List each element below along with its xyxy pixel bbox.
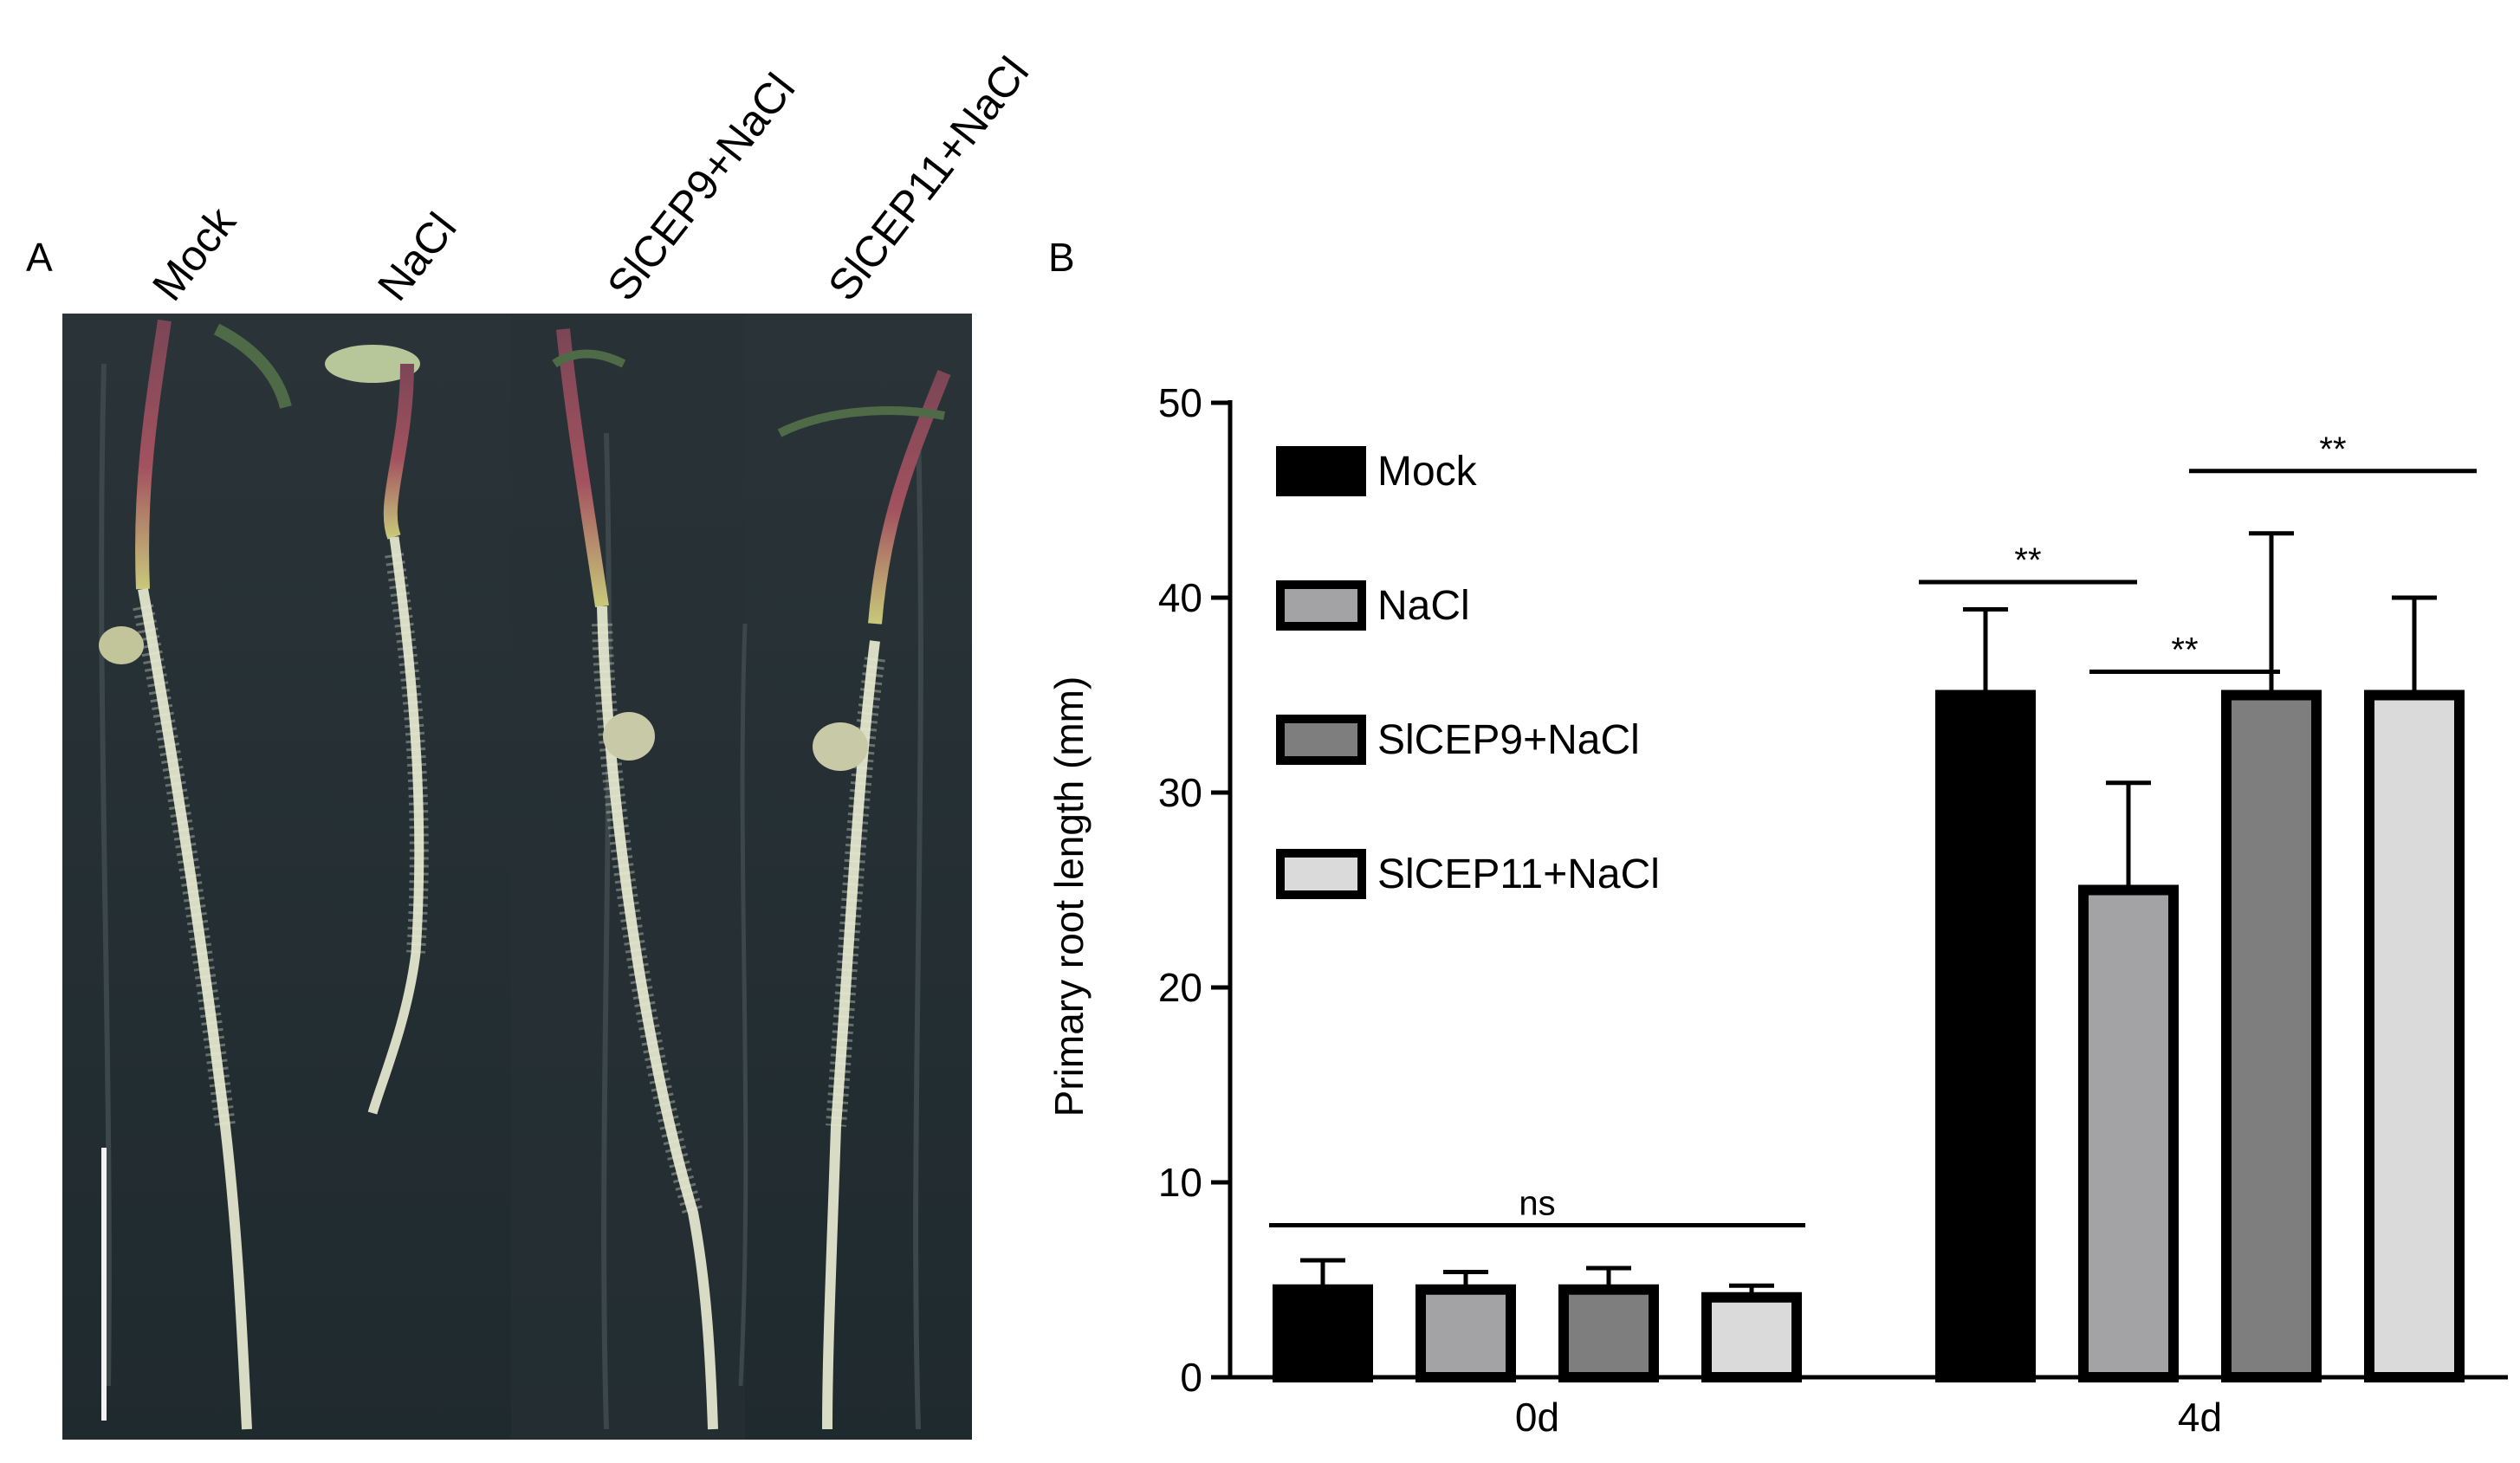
y-tick-label: 40 bbox=[1158, 575, 1202, 620]
bar bbox=[1935, 689, 2036, 1382]
y-tick-label: 50 bbox=[1158, 380, 1202, 425]
legend-label: NaCl bbox=[1377, 583, 1470, 629]
bar bbox=[2221, 689, 2322, 1382]
significance-annotations: ns ** ** ** bbox=[1269, 430, 2477, 1227]
legend-label: SlCEP9+NaCl bbox=[1377, 717, 1640, 763]
x-tick-label: 0d bbox=[1515, 1395, 1559, 1440]
bar bbox=[2364, 689, 2465, 1382]
significance-label: ns bbox=[1519, 1185, 1555, 1223]
seedling-photo bbox=[62, 314, 972, 1440]
significance-label: ** bbox=[2319, 430, 2346, 469]
y-axis-label: Primary root length (mm) bbox=[1046, 676, 1092, 1117]
legend-swatch bbox=[1276, 446, 1366, 496]
bar bbox=[1415, 1284, 1516, 1382]
legend-label: Mock bbox=[1377, 449, 1478, 495]
bar bbox=[1701, 1291, 1802, 1382]
y-tick-label: 10 bbox=[1158, 1160, 1202, 1205]
y-tick-label: 30 bbox=[1158, 770, 1202, 815]
legend-label: SlCEP11+NaCl bbox=[1377, 851, 1660, 897]
chart-bars: 0d 4d bbox=[1273, 531, 2465, 1440]
x-tick-label: 4d bbox=[2178, 1395, 2222, 1440]
significance-label: ** bbox=[2171, 631, 2198, 670]
legend-swatch bbox=[1276, 849, 1366, 899]
panel-b-letter: B bbox=[1048, 235, 1075, 280]
bar bbox=[1558, 1284, 1659, 1382]
chart-legend: Mock NaCl SlCEP9+NaCl SlCEP11+NaCl bbox=[1276, 446, 1660, 899]
bar bbox=[2078, 884, 2179, 1382]
y-tick-label: 20 bbox=[1158, 965, 1202, 1010]
legend-swatch bbox=[1276, 580, 1366, 631]
bar bbox=[1273, 1284, 1373, 1382]
panel-a-letter: A bbox=[26, 235, 53, 280]
legend-swatch bbox=[1276, 715, 1366, 765]
y-tick-label: 0 bbox=[1180, 1355, 1202, 1400]
significance-label: ** bbox=[2014, 541, 2041, 579]
